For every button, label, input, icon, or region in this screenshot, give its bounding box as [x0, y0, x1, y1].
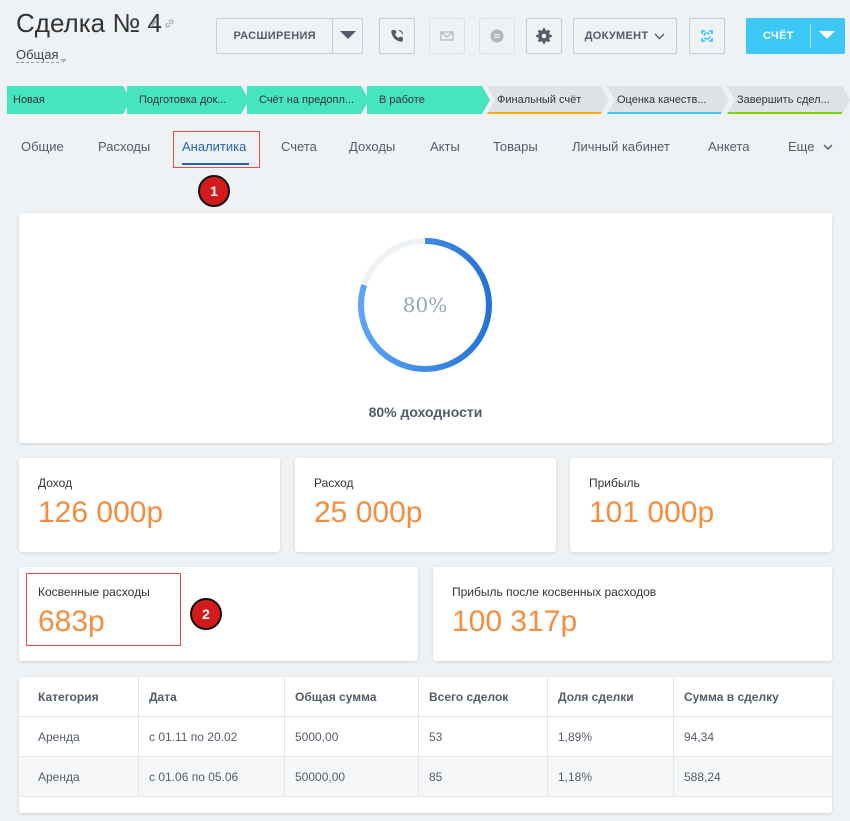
column-header: Категория	[19, 677, 139, 717]
stage-quality[interactable]: Оценка качеств...	[607, 86, 729, 114]
settings-button[interactable]	[526, 18, 562, 54]
table-cell: 5000,00	[285, 717, 419, 757]
table-cell: 53	[419, 717, 548, 757]
profitability-percent: 80%	[402, 293, 448, 317]
chevron-down-icon	[654, 33, 665, 39]
table-cell: 588,24	[684, 770, 721, 784]
tab-expenses[interactable]: Расходы	[98, 139, 151, 154]
column-header: Доля сделки	[548, 677, 674, 717]
table-cell: 94,34	[684, 730, 715, 744]
caret-down-icon[interactable]	[811, 28, 844, 44]
table-row: Аренда с 01.11 по 20.02 5000,00 53 1,89%…	[19, 717, 832, 757]
phone-icon	[391, 29, 404, 42]
stage-prepay-invoice[interactable]: Счёт на предопл...	[247, 86, 369, 114]
profit-after-indirect-card: Прибыль после косвенных расходов 100 317…	[433, 567, 832, 661]
income-card: Доход 126 000р	[19, 458, 280, 552]
profit-value: 101 000р	[589, 496, 715, 529]
tab-income[interactable]: Доходы	[349, 139, 396, 154]
stage-doc-prep[interactable]: Подготовка док...	[127, 86, 249, 114]
column-header: Сумма в сделку	[684, 690, 779, 704]
document-button[interactable]: ДОКУМЕНТ	[573, 18, 677, 54]
table-row: Аренда с 01.06 по 05.06 50000,00 85 1,18…	[19, 757, 832, 797]
invoice-button[interactable]: СЧЁТ	[746, 18, 845, 54]
tab-invoices[interactable]: Счета	[281, 139, 317, 154]
profit-after-indirect-label: Прибыль после косвенных расходов	[452, 585, 657, 599]
expense-label: Расход	[314, 476, 354, 490]
profitability-ring	[358, 238, 492, 372]
chevron-down-icon[interactable]	[60, 51, 67, 69]
chevron-down-icon	[823, 144, 833, 150]
email-button[interactable]	[429, 18, 465, 54]
income-value: 126 000р	[38, 496, 164, 529]
highlight-box	[26, 573, 181, 646]
extensions-button[interactable]: РАСШИРЕНИЯ	[216, 18, 363, 54]
category-selector[interactable]: Общая	[16, 47, 59, 63]
column-header: Общая сумма	[285, 677, 419, 717]
gear-icon	[536, 28, 552, 44]
indirect-expenses-value: 683р	[38, 605, 105, 638]
table-cell: 50000,00	[285, 757, 419, 797]
sync-icon	[701, 30, 713, 42]
stage-complete[interactable]: Завершить сдел...	[727, 86, 850, 114]
profit-card: Прибыль 101 000р	[570, 458, 832, 552]
chat-button[interactable]	[479, 18, 515, 54]
page-title: Сделка № 4	[16, 8, 162, 38]
table-header-row: Категория Дата Общая сумма Всего сделок …	[19, 677, 832, 717]
income-label: Доход	[38, 476, 73, 490]
indirect-expenses-table: Категория Дата Общая сумма Всего сделок …	[19, 677, 832, 813]
table-cell: с 01.11 по 20.02	[139, 717, 285, 757]
expense-card: Расход 25 000р	[295, 458, 556, 552]
table-cell: 1,18%	[548, 757, 674, 797]
profit-label: Прибыль	[589, 476, 640, 490]
tab-general[interactable]: Общие	[21, 139, 64, 154]
step-marker: 2	[190, 598, 222, 630]
call-button[interactable]	[379, 18, 415, 54]
table-cell: Аренда	[19, 757, 139, 797]
link-icon[interactable]	[164, 16, 175, 34]
column-header: Дата	[139, 677, 285, 717]
tab-more[interactable]: Еще	[788, 139, 833, 154]
table-cell: Аренда	[19, 717, 139, 757]
ring-progress	[358, 238, 492, 372]
profitability-card: 80% 80% доходности	[19, 213, 832, 443]
highlight-box	[173, 131, 260, 168]
stage-new[interactable]: Новая	[7, 86, 131, 114]
column-header: Всего сделок	[419, 677, 548, 717]
caret-down-icon[interactable]	[333, 28, 362, 44]
stage-in-progress[interactable]: В работе	[367, 86, 490, 114]
expense-value: 25 000р	[314, 496, 423, 529]
tab-survey[interactable]: Анкета	[708, 139, 750, 154]
chat-icon	[490, 29, 504, 43]
active-tab-indicator	[182, 163, 249, 165]
tab-products[interactable]: Товары	[493, 139, 538, 154]
tab-analytics[interactable]: Аналитика	[182, 139, 247, 154]
table-cell: 1,89%	[548, 717, 674, 757]
stage-final-invoice[interactable]: Финальный счёт	[487, 86, 609, 114]
sync-button[interactable]	[689, 18, 725, 54]
step-marker: 1	[198, 175, 230, 207]
mail-icon	[440, 31, 454, 41]
indirect-expenses-label: Косвенные расходы	[38, 585, 150, 599]
tab-acts[interactable]: Акты	[430, 139, 460, 154]
tab-client-portal[interactable]: Личный кабинет	[572, 139, 670, 154]
profitability-caption: 80% доходности	[368, 404, 483, 420]
edit-icon[interactable]	[148, 16, 159, 34]
profit-after-indirect-value: 100 317р	[452, 605, 578, 638]
table-cell: 85	[419, 757, 548, 797]
table-cell: с 01.06 по 05.06	[139, 757, 285, 797]
